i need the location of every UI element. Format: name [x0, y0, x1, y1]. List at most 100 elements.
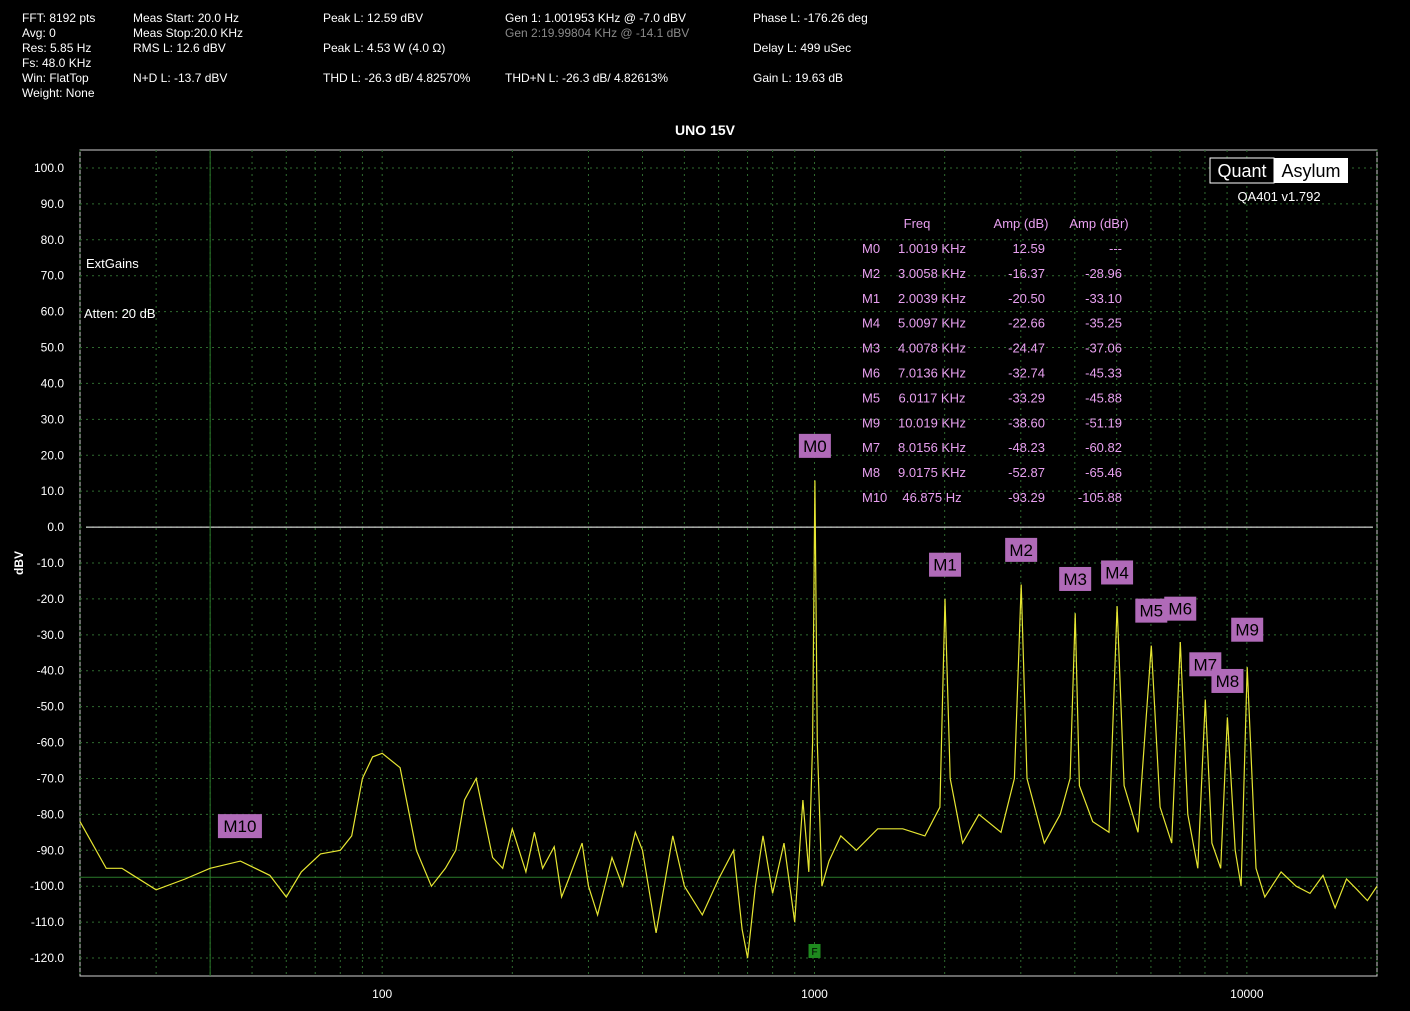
marker-table-id: M8: [862, 465, 880, 480]
marker-label: M3: [1063, 570, 1087, 589]
marker-table-freq: 46.875 Hz: [902, 490, 961, 505]
fundamental-flag-label: F: [811, 947, 817, 958]
chart-title: UNO 15V: [675, 122, 736, 138]
marker-table: Freq Amp (dB) Amp (dBr) M0 1.0019 KHz 12.59 --…: [862, 216, 1129, 505]
y-tick-label: -10.0: [37, 556, 65, 570]
y-tick-label: -30.0: [37, 628, 65, 642]
marker-table-amp-dbr: -45.33: [1085, 366, 1122, 381]
marker-table-header: Amp (dB): [994, 216, 1049, 231]
meas-stop: Meas Stop:20.0 KHz: [133, 26, 243, 40]
y-tick-label: -100.0: [30, 879, 64, 893]
y-tick-label: 40.0: [41, 376, 65, 390]
noise-distortion: N+D L: -13.7 dBV: [133, 71, 227, 85]
spectrum-line: [79, 480, 1378, 959]
marker-table-amp-dbr: -51.19: [1085, 415, 1122, 430]
ext-gains-label: ExtGains: [86, 256, 139, 271]
y-tick-label: 90.0: [41, 197, 65, 211]
marker-label: M2: [1009, 541, 1033, 560]
marker-table-amp-dbr: ---: [1109, 241, 1122, 256]
marker-table-id: M5: [862, 390, 880, 405]
marker-table-amp-dbr: -45.88: [1085, 390, 1122, 405]
marker-table-amp-db: -93.29: [1008, 490, 1045, 505]
marker-table-amp-db: -20.50: [1008, 291, 1045, 306]
weighting: Weight: None: [22, 86, 95, 100]
fundamental-flag: [808, 944, 821, 958]
marker-badge: [1059, 566, 1092, 591]
y-tick-label: 100.0: [34, 161, 64, 175]
marker-table-freq: 9.0175 KHz: [898, 465, 966, 480]
quantasylum-logo: Quant Asylum: [1209, 157, 1348, 184]
marker-label: M8: [1216, 672, 1240, 691]
marker-table-amp-db: -22.66: [1008, 316, 1045, 331]
marker-table-freq: 8.0156 KHz: [898, 440, 966, 455]
sample-rate: Fs: 48.0 KHz: [22, 56, 91, 70]
marker-label: M5: [1139, 602, 1163, 621]
marker-table-id: M0: [862, 241, 880, 256]
marker-table-id: M2: [862, 266, 880, 281]
meas-start: Meas Start: 20.0 Hz: [133, 11, 239, 25]
marker-badge: [1164, 596, 1197, 621]
rms-level: RMS L: 12.6 dBV: [133, 41, 226, 55]
marker-table-freq: 4.0078 KHz: [898, 341, 966, 356]
y-tick-label: 20.0: [41, 448, 65, 462]
peak-watts: Peak L: 4.53 W (4.0 Ω): [323, 41, 445, 55]
resolution: Res: 5.85 Hz: [22, 41, 91, 55]
marker-table-freq: 5.0097 KHz: [898, 316, 966, 331]
y-tick-label: -120.0: [30, 951, 64, 965]
marker-table-amp-dbr: -37.06: [1085, 341, 1122, 356]
marker-badge: [1231, 617, 1264, 642]
y-tick-label: 0.0: [47, 520, 64, 534]
marker-table-amp-db: -32.74: [1008, 366, 1045, 381]
marker-badge: [1211, 668, 1244, 693]
marker-badge: [929, 552, 962, 577]
marker-table-freq: 10.019 KHz: [898, 415, 966, 430]
marker-label: M9: [1235, 621, 1259, 640]
marker-badge: [1101, 560, 1134, 585]
marker-table-amp-db: -24.47: [1008, 341, 1045, 356]
marker-label: M10: [223, 817, 256, 836]
app-version: QA401 v1.792: [1237, 189, 1320, 204]
marker-badge: [1005, 537, 1038, 562]
x-tick-label: 10000: [1230, 987, 1264, 1001]
marker-table-id: M7: [862, 440, 880, 455]
marker-table-header: Amp (dBr): [1069, 216, 1128, 231]
x-tick-label: 100: [372, 987, 392, 1001]
marker-table-amp-dbr: -33.10: [1085, 291, 1122, 306]
marker-table-freq: 6.0117 KHz: [899, 390, 966, 405]
marker-table-amp-db: 12.59: [1012, 241, 1045, 256]
y-tick-label: -110.0: [31, 915, 64, 929]
marker-table-amp-dbr: -28.96: [1085, 266, 1122, 281]
header-readouts: FFT: 8192 pts Avg: 0 Res: 5.85 Hz Fs: 48…: [22, 11, 868, 100]
marker-label: M1: [933, 556, 957, 575]
y-axis-ticks: 100.0 90.0 80.0 70.0 60.0 50.0 40.0 30.0 20.0 10.…: [30, 161, 64, 965]
thd-value: THD L: -26.3 dB/ 4.82570%: [323, 71, 471, 85]
y-tick-label: 60.0: [41, 305, 65, 319]
y-axis-label: dBV: [12, 551, 26, 575]
y-tick-label: 10.0: [41, 484, 65, 498]
window: Win: FlatTop: [22, 71, 89, 85]
marker-badge: [1135, 598, 1168, 623]
logo-quant: Quant: [1217, 161, 1266, 181]
marker-table-amp-db: -33.29: [1008, 390, 1045, 405]
marker-table-id: M10: [862, 490, 887, 505]
marker-table-id: M3: [862, 341, 880, 356]
marker-table-amp-dbr: -35.25: [1085, 316, 1122, 331]
x-axis-ticks: 100 1000 10000: [372, 987, 1264, 1001]
x-tick-label: 1000: [801, 987, 828, 1001]
marker-label: M6: [1168, 600, 1192, 619]
marker-table-amp-dbr: -65.46: [1085, 465, 1122, 480]
peak-dbv: Peak L: 12.59 dBV: [323, 11, 423, 25]
marker-table-amp-dbr: -105.88: [1078, 490, 1122, 505]
y-tick-label: -50.0: [37, 700, 65, 714]
marker-table-amp-db: -52.87: [1008, 465, 1045, 480]
marker-table-id: M6: [862, 366, 880, 381]
marker-table-amp-db: -38.60: [1008, 415, 1045, 430]
marker-table-id: M1: [862, 291, 880, 306]
marker-table-freq: 3.0058 KHz: [898, 266, 966, 281]
logo-asylum: Asylum: [1281, 161, 1340, 181]
y-tick-label: -40.0: [37, 664, 65, 678]
y-tick-label: -60.0: [37, 736, 65, 750]
marker-table-header: Freq: [904, 216, 931, 231]
marker-table-id: M4: [862, 316, 880, 331]
